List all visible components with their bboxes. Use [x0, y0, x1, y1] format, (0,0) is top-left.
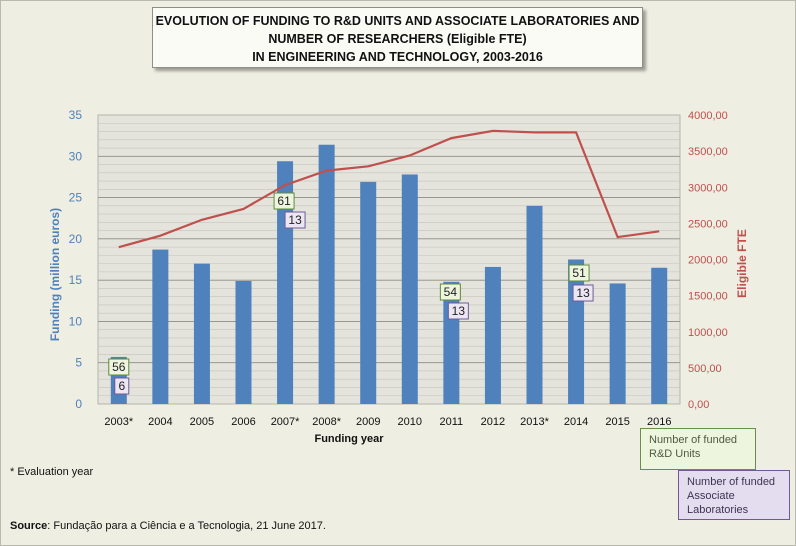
x-tick-label: 2009: [356, 416, 380, 428]
rd-units-badge-label: 54: [444, 285, 458, 299]
y2-tick-label: 2000,00: [688, 255, 728, 267]
associate-lab-badge-label: 13: [452, 304, 466, 318]
y-tick-label: 5: [75, 356, 82, 370]
fte-line: [118, 129, 660, 249]
rd-units-badge-label: 51: [572, 266, 586, 280]
y-tick-label: 25: [69, 191, 83, 205]
y-tick-label: 0: [75, 397, 82, 411]
evaluation-year-note: * Evaluation year: [10, 466, 94, 478]
y2-tick-label: 4000,00: [688, 110, 728, 122]
funding-bar: [318, 144, 335, 404]
y2-tick-label: 1000,00: [688, 327, 728, 339]
x-tick-label: 2013*: [520, 416, 549, 428]
legend-rd-units: Number of funded R&D Units: [640, 428, 756, 470]
y-tick-label: 35: [69, 108, 83, 122]
y-tick-label: 30: [69, 149, 83, 163]
y2-tick-label: 3000,00: [688, 182, 728, 194]
chart-title-line-3: IN ENGINEERING AND TECHNOLOGY, 2003-2016: [252, 50, 543, 64]
x-tick-label: 2015: [605, 416, 629, 428]
x-tick-label: 2011: [440, 416, 464, 428]
associate-lab-badge-box: [447, 302, 469, 320]
funding-bar: [360, 181, 377, 404]
plot-area: [97, 114, 681, 405]
funding-bar: [609, 283, 626, 404]
x-tick-label: 2004: [148, 416, 172, 428]
rd-units-badge-box: [568, 264, 590, 282]
funding-bar: [484, 266, 501, 404]
funding-bar: [193, 263, 210, 404]
x-axis-title: Funding year: [314, 433, 384, 445]
x-tick-label: 2014: [564, 416, 588, 428]
y-tick-label: 15: [69, 273, 83, 287]
rd-units-badge-box: [108, 358, 130, 376]
associate-lab-badge-box: [114, 377, 130, 395]
y2-tick-label: 1500,00: [688, 291, 728, 303]
associate-lab-badge-box: [284, 211, 306, 229]
y-tick-label: 20: [69, 232, 83, 246]
y-tick-label: 10: [69, 314, 83, 328]
x-tick-label: 2010: [398, 416, 422, 428]
associate-lab-badge-box: [572, 284, 594, 302]
associate-lab-badge-label: 6: [118, 379, 125, 393]
chart-title-line-1: EVOLUTION OF FUNDING TO R&D UNITS AND AS…: [155, 14, 640, 28]
rd-units-badge-box: [439, 283, 461, 301]
funding-bar: [235, 280, 252, 404]
x-tick-label: 2003*: [104, 416, 133, 428]
x-tick-label: 2012: [481, 416, 505, 428]
source-note: Source: Fundação para a Ciência e a Tecn…: [10, 520, 326, 532]
associate-lab-badge-label: 13: [576, 286, 590, 300]
y2-tick-label: 2500,00: [688, 218, 728, 230]
x-tick-label: 2006: [231, 416, 255, 428]
funding-bar: [152, 249, 169, 404]
chart-title-line-2: NUMBER OF RESEARCHERS (Eligible FTE): [268, 32, 527, 46]
y2-axis-title: Eligible FTE: [735, 229, 749, 298]
source-text: : Fundação para a Ciência e a Tecnologia…: [47, 520, 326, 532]
x-tick-label: 2007*: [271, 416, 300, 428]
x-tick-label: 2008*: [312, 416, 341, 428]
y2-tick-label: 500,00: [688, 363, 722, 375]
funding-bar: [651, 267, 668, 404]
legend-associate-labs: Number of funded Associate Laboratories: [678, 470, 790, 520]
chart-title-box: EVOLUTION OF FUNDING TO R&D UNITS AND AS…: [152, 7, 643, 68]
funding-bar: [526, 205, 543, 404]
x-tick-label: 2016: [647, 416, 671, 428]
y-axis-title: Funding (million euros): [48, 208, 62, 341]
rd-units-badge-label: 56: [112, 360, 126, 374]
rd-units-badge-label: 61: [277, 194, 291, 208]
rd-units-badge-box: [273, 192, 295, 210]
y2-tick-label: 0,00: [688, 399, 709, 411]
funding-bar: [401, 174, 418, 404]
y2-tick-label: 3500,00: [688, 146, 728, 158]
x-tick-label: 2005: [190, 416, 214, 428]
associate-lab-badge-label: 13: [288, 213, 302, 227]
source-label: Source: [10, 520, 48, 532]
